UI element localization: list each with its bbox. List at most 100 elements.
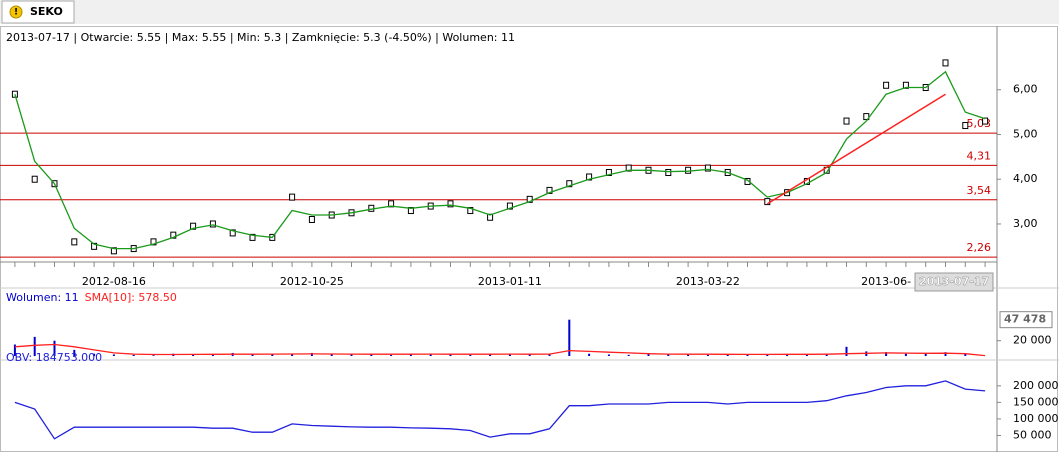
candle: [863, 113, 870, 121]
y-tick-label: 100 000: [1013, 412, 1059, 425]
y-tick-label: 20 000: [1013, 334, 1052, 347]
candle: [586, 173, 593, 181]
candle: [229, 229, 236, 237]
volume-bar: [152, 355, 155, 356]
candle: [110, 247, 117, 255]
y-tick-label: 3,00: [1013, 217, 1038, 230]
volume-bar: [845, 346, 848, 356]
candle: [843, 117, 850, 125]
volume-bar: [53, 340, 56, 356]
volume-bar: [825, 353, 828, 356]
candle: [883, 81, 890, 89]
volume-bar: [211, 354, 214, 356]
cursor-date: 2013-07-17: [919, 275, 989, 288]
candle: [71, 238, 78, 246]
candle: [546, 186, 553, 194]
volume-bar: [924, 353, 927, 356]
volume-bar: [429, 353, 432, 356]
x-tick-label: 2012-08-16: [82, 275, 146, 288]
volume-bar: [251, 354, 254, 356]
volume-bar: [390, 354, 393, 356]
volume-bar: [449, 354, 452, 356]
volume-bar: [469, 354, 472, 356]
chart-frame: [0, 26, 1058, 452]
volume-bar: [370, 354, 373, 356]
volume-bar: [588, 353, 591, 356]
volume-bar: [786, 354, 789, 356]
volume-bar: [330, 354, 333, 356]
candle: [150, 238, 157, 246]
y-tick-label: 50 000: [1013, 428, 1052, 441]
legend-entry: SMA[10]: 578.50: [85, 291, 177, 304]
warning-mark: !: [14, 8, 18, 18]
volume-bar: [964, 353, 967, 356]
tab-bar: [0, 0, 1059, 24]
volume-bar: [350, 353, 353, 356]
candle: [289, 193, 296, 201]
tab-label: SEKO: [30, 5, 63, 18]
volume-bar: [687, 354, 690, 356]
y-tick-label: 200 000: [1013, 379, 1059, 392]
volume-bar: [291, 354, 294, 356]
level-label: 4,31: [967, 149, 992, 162]
candle: [704, 164, 711, 172]
candle: [31, 175, 38, 183]
candle: [388, 200, 395, 208]
volume-bar: [271, 353, 274, 356]
volume-bar: [409, 354, 412, 356]
max-label-box: [999, 311, 1053, 329]
series-line: [14, 380, 986, 440]
candle: [447, 200, 454, 208]
candle: [407, 207, 414, 215]
candle: [506, 202, 513, 210]
volume-bar: [726, 354, 729, 356]
volume-bar: [885, 352, 888, 356]
candle: [605, 169, 612, 177]
volume-bar: [528, 354, 531, 356]
candle: [487, 213, 494, 221]
candle: [170, 231, 177, 239]
legend-entry: OBV: 184753.000: [6, 351, 102, 364]
volume-bar: [944, 352, 947, 356]
candle: [942, 59, 949, 67]
candle: [665, 169, 672, 177]
volume-bar: [607, 354, 610, 356]
candle: [962, 122, 969, 130]
header-info: 2013-07-17 | Otwarcie: 5.55 | Max: 5.55 …: [6, 31, 515, 44]
x-tick-label: 2013-06-: [861, 275, 911, 288]
max-label: 47 478: [1004, 313, 1046, 326]
tab[interactable]: [1, 0, 75, 24]
volume-bar: [112, 354, 115, 356]
x-tick-label: 2013-03-22: [676, 275, 740, 288]
candle: [685, 166, 692, 174]
candle: [526, 195, 533, 203]
volume-bar: [766, 354, 769, 356]
candle: [982, 117, 989, 125]
volume-bar: [627, 354, 630, 356]
y-tick-label: 150 000: [1013, 395, 1059, 408]
candle: [249, 233, 256, 241]
candle: [625, 164, 632, 172]
volume-bar: [132, 354, 135, 356]
volume-bar: [73, 349, 76, 356]
candle: [308, 215, 315, 223]
volume-bar: [508, 354, 511, 356]
y-tick-label: 6,00: [1013, 83, 1038, 96]
volume-bar: [667, 354, 670, 356]
volume-bar: [93, 353, 96, 356]
volume-bar: [805, 354, 808, 356]
x-tick-label: 2012-10-25: [280, 275, 344, 288]
candle: [209, 220, 216, 228]
candle: [566, 180, 573, 188]
legend-entry: Wolumen: 11: [6, 291, 79, 304]
y-tick-label: 4,00: [1013, 172, 1038, 185]
level-label: 2,26: [967, 241, 992, 254]
series-line: [14, 343, 986, 357]
candle: [467, 207, 474, 215]
volume-bar: [568, 319, 571, 356]
volume-bar: [33, 336, 36, 356]
x-tick-label: 2013-01-11: [478, 275, 542, 288]
volume-bar: [647, 353, 650, 356]
trend-line: [766, 93, 946, 205]
